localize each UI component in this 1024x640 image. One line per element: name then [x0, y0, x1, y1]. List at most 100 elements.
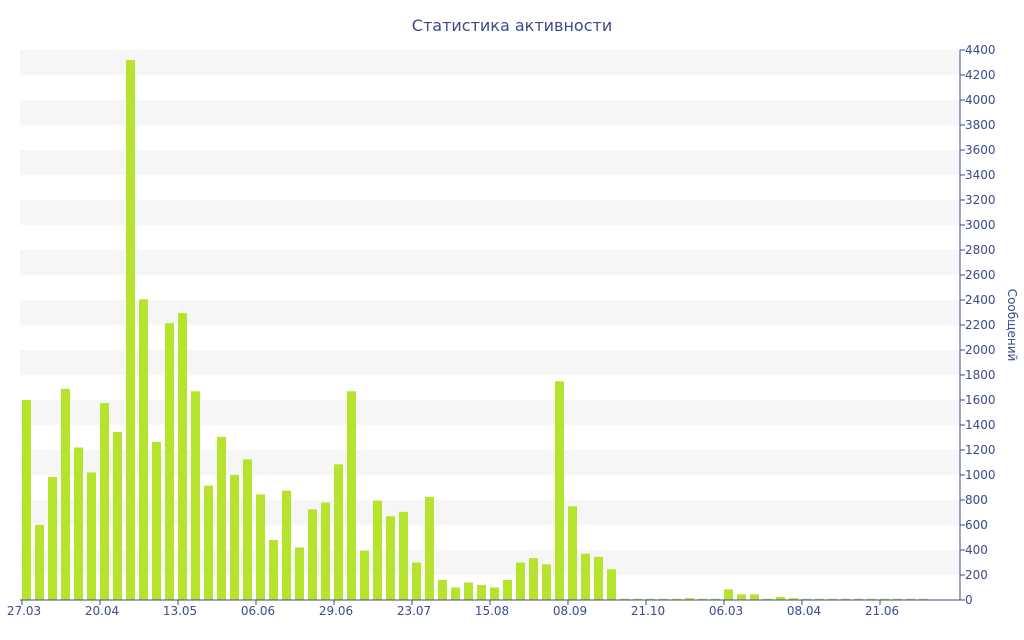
bar[interactable] — [464, 582, 473, 601]
bar[interactable] — [854, 598, 863, 600]
bar[interactable] — [698, 598, 707, 600]
bar[interactable] — [282, 490, 291, 600]
y-tick-label: 1200 — [965, 443, 996, 457]
bar[interactable] — [438, 580, 447, 600]
bar[interactable] — [867, 598, 876, 600]
y-tick-label: 2600 — [965, 268, 996, 282]
y-tick-label: 2000 — [965, 343, 996, 357]
grid-band — [20, 250, 960, 275]
bar[interactable] — [386, 516, 395, 600]
bar[interactable] — [204, 485, 213, 600]
x-tick-label: 21.06 — [865, 604, 899, 618]
bar[interactable] — [750, 594, 759, 600]
bar[interactable] — [334, 464, 343, 600]
bar[interactable] — [685, 598, 694, 600]
bar[interactable] — [477, 585, 486, 600]
bar[interactable] — [35, 525, 44, 600]
bar[interactable] — [139, 299, 148, 600]
bar[interactable] — [503, 580, 512, 600]
bar[interactable] — [22, 400, 31, 600]
y-tick-label: 2800 — [965, 243, 996, 257]
grid-band — [20, 350, 960, 375]
y-tick-label: 200 — [965, 568, 988, 582]
x-tick-label: 06.03 — [709, 604, 743, 618]
y-tick-label: 1400 — [965, 418, 996, 432]
bar[interactable] — [295, 547, 304, 601]
bar[interactable] — [789, 598, 798, 600]
bar[interactable] — [152, 441, 161, 600]
bar[interactable] — [451, 587, 460, 601]
bar[interactable] — [217, 436, 226, 600]
bar[interactable] — [893, 598, 902, 600]
x-tick-label: 15.08 — [475, 604, 509, 618]
bar[interactable] — [360, 550, 369, 600]
y-tick-label: 0 — [965, 593, 973, 607]
y-tick-label: 3400 — [965, 168, 996, 182]
bar[interactable] — [425, 496, 434, 600]
bars — [22, 60, 928, 600]
bar[interactable] — [776, 596, 785, 600]
bar[interactable] — [607, 569, 616, 600]
bar[interactable] — [165, 323, 174, 600]
grid-bands — [20, 50, 960, 575]
bar[interactable] — [308, 509, 317, 600]
bar[interactable] — [230, 475, 239, 600]
bar[interactable] — [74, 447, 83, 601]
bar[interactable] — [620, 598, 629, 600]
grid-band — [20, 500, 960, 525]
bar[interactable] — [906, 598, 915, 600]
chart-title: Статистика активности — [412, 16, 612, 35]
y-tick-label: 1600 — [965, 393, 996, 407]
bar[interactable] — [126, 60, 135, 600]
bar[interactable] — [178, 313, 187, 600]
bar[interactable] — [581, 553, 590, 600]
bar[interactable] — [568, 506, 577, 600]
x-tick-label: 06.06 — [241, 604, 275, 618]
y-tick-label: 1800 — [965, 368, 996, 382]
bar[interactable] — [191, 391, 200, 600]
bar[interactable] — [256, 494, 265, 600]
bar[interactable] — [815, 598, 824, 600]
bar[interactable] — [737, 594, 746, 600]
bar[interactable] — [516, 562, 525, 601]
x-tick-label: 27.03 — [7, 604, 41, 618]
bar[interactable] — [828, 598, 837, 600]
bar[interactable] — [724, 589, 733, 600]
bar[interactable] — [594, 556, 603, 600]
bar[interactable] — [87, 472, 96, 601]
y-tick-label: 4400 — [965, 43, 996, 57]
grid-band — [20, 200, 960, 225]
bar[interactable] — [880, 598, 889, 600]
y-tick-label: 600 — [965, 518, 988, 532]
y-tick-label: 3200 — [965, 193, 996, 207]
bar[interactable] — [243, 459, 252, 600]
bar[interactable] — [321, 502, 330, 601]
grid-band — [20, 100, 960, 125]
bar[interactable] — [490, 587, 499, 601]
grid-band — [20, 300, 960, 325]
bar[interactable] — [542, 564, 551, 600]
bar[interactable] — [646, 598, 655, 600]
bar[interactable] — [555, 381, 564, 600]
bar[interactable] — [61, 388, 70, 600]
bar[interactable] — [347, 391, 356, 600]
bar[interactable] — [711, 598, 720, 600]
bar[interactable] — [100, 403, 109, 600]
bar[interactable] — [48, 476, 57, 600]
y-tick-label: 3600 — [965, 143, 996, 157]
bar[interactable] — [113, 431, 122, 600]
bar[interactable] — [672, 598, 681, 600]
x-tick-label: 23.07 — [397, 604, 431, 618]
bar[interactable] — [802, 598, 811, 600]
bar[interactable] — [841, 598, 850, 600]
bar[interactable] — [529, 558, 538, 600]
bar[interactable] — [269, 540, 278, 600]
bar[interactable] — [373, 500, 382, 600]
bar[interactable] — [659, 598, 668, 600]
bar[interactable] — [919, 598, 928, 600]
bar[interactable] — [633, 598, 642, 600]
bar[interactable] — [763, 598, 772, 600]
bar[interactable] — [399, 511, 408, 600]
bar[interactable] — [412, 562, 421, 601]
